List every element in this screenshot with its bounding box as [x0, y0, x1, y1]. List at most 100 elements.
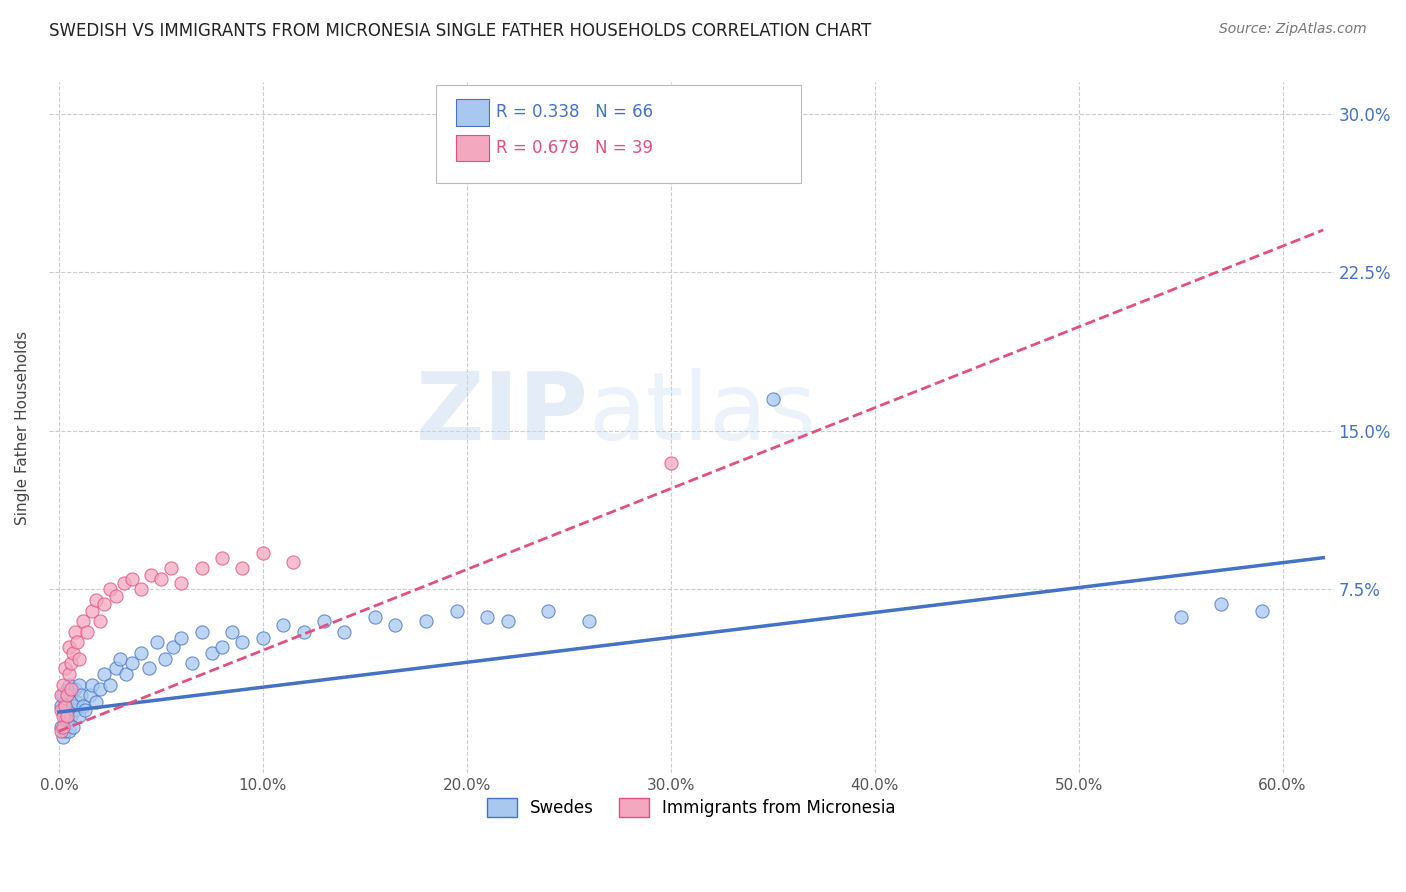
Point — [180, 657, 202, 671]
Point — [76, 624, 98, 639]
Point — [201, 646, 224, 660]
Text: R = 0.338   N = 66: R = 0.338 N = 66 — [496, 103, 654, 121]
Point — [67, 678, 90, 692]
Text: atlas: atlas — [588, 368, 817, 460]
Point — [98, 678, 121, 692]
Point — [160, 561, 183, 575]
Text: ZIP: ZIP — [416, 368, 588, 460]
Point — [58, 667, 80, 681]
Point — [221, 624, 243, 639]
Point — [496, 614, 519, 628]
Point — [56, 715, 79, 730]
Point — [58, 703, 80, 717]
Point — [292, 624, 315, 639]
Point — [112, 576, 135, 591]
Point — [62, 646, 84, 660]
Point — [52, 731, 75, 745]
Point — [121, 657, 143, 671]
Point — [65, 703, 87, 717]
Point — [537, 604, 560, 618]
Legend: Swedes, Immigrants from Micronesia: Swedes, Immigrants from Micronesia — [479, 791, 903, 824]
Point — [170, 631, 193, 645]
Point — [60, 657, 83, 671]
Point — [58, 678, 80, 692]
Point — [52, 688, 75, 702]
Point — [170, 576, 193, 591]
Point — [72, 614, 94, 628]
Point — [49, 720, 72, 734]
Point — [271, 618, 294, 632]
Point — [139, 567, 162, 582]
Point — [89, 681, 111, 696]
Point — [312, 614, 335, 628]
Point — [80, 678, 103, 692]
Point — [1251, 604, 1274, 618]
Point — [211, 640, 233, 654]
Point — [108, 652, 131, 666]
Point — [49, 698, 72, 713]
Point — [231, 561, 253, 575]
Text: Source: ZipAtlas.com: Source: ZipAtlas.com — [1219, 22, 1367, 37]
Point — [252, 547, 274, 561]
Point — [52, 703, 75, 717]
Point — [129, 582, 152, 597]
Point — [49, 724, 72, 739]
Point — [53, 724, 76, 739]
Point — [67, 652, 90, 666]
Point — [415, 614, 437, 628]
Point — [56, 688, 79, 702]
Point — [60, 688, 83, 702]
Point — [56, 698, 79, 713]
Point — [162, 640, 184, 654]
Text: R = 0.679   N = 39: R = 0.679 N = 39 — [496, 139, 654, 157]
Point — [75, 703, 97, 717]
Point — [84, 694, 107, 708]
Point — [53, 694, 76, 708]
Point — [283, 555, 305, 569]
Point — [80, 604, 103, 618]
Point — [52, 678, 75, 692]
Point — [364, 610, 387, 624]
Point — [65, 624, 87, 639]
Point — [98, 582, 121, 597]
Text: SWEDISH VS IMMIGRANTS FROM MICRONESIA SINGLE FATHER HOUSEHOLDS CORRELATION CHART: SWEDISH VS IMMIGRANTS FROM MICRONESIA SI… — [49, 22, 872, 40]
Point — [384, 618, 406, 632]
Point — [79, 688, 101, 702]
Point — [190, 561, 212, 575]
Point — [62, 720, 84, 734]
Point — [1211, 597, 1233, 611]
Point — [67, 709, 90, 723]
Point — [53, 709, 76, 723]
Point — [70, 688, 93, 702]
Point — [252, 631, 274, 645]
Point — [66, 635, 89, 649]
Point — [762, 392, 785, 406]
Point — [149, 572, 172, 586]
Point — [146, 635, 169, 649]
Point — [89, 614, 111, 628]
Point — [72, 698, 94, 713]
Y-axis label: Single Father Households: Single Father Households — [15, 331, 30, 524]
Point — [52, 709, 75, 723]
Point — [93, 597, 115, 611]
Point — [211, 550, 233, 565]
Point — [129, 646, 152, 660]
Point — [56, 709, 79, 723]
Point — [105, 661, 128, 675]
Point — [477, 610, 499, 624]
Point — [60, 681, 83, 696]
Point — [66, 694, 89, 708]
Point — [115, 667, 138, 681]
Point — [62, 698, 84, 713]
Point — [49, 703, 72, 717]
Point — [456, 149, 478, 163]
Point — [53, 661, 76, 675]
Point — [58, 640, 80, 654]
Point — [49, 688, 72, 702]
Point — [121, 572, 143, 586]
Point — [93, 667, 115, 681]
Point — [659, 456, 682, 470]
Point — [52, 720, 75, 734]
Point — [58, 724, 80, 739]
Point — [105, 589, 128, 603]
